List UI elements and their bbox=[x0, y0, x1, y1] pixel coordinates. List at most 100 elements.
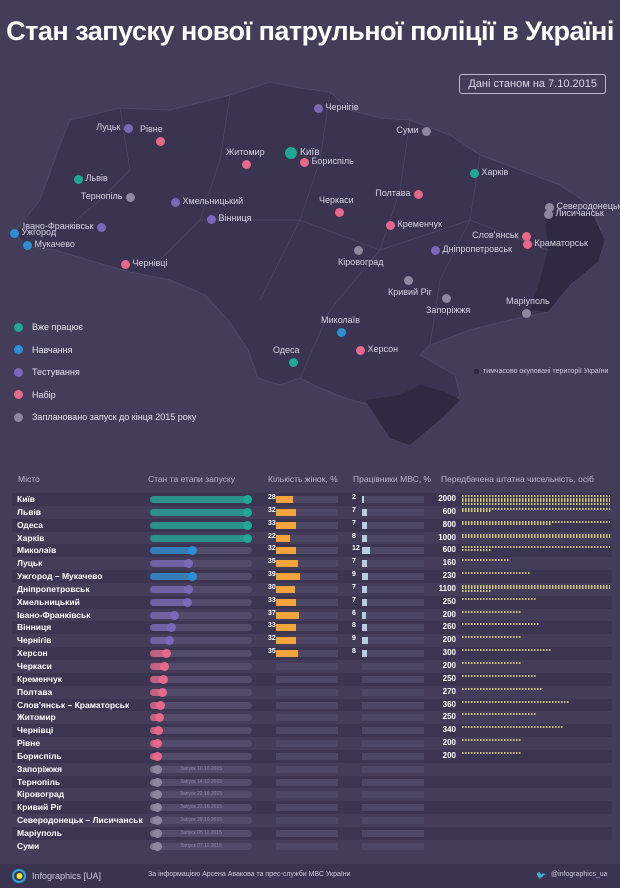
table-row[interactable]: Бориспіль 200 bbox=[12, 749, 612, 763]
women-track bbox=[276, 534, 338, 542]
progress-track bbox=[150, 751, 252, 761]
city-marker[interactable] bbox=[430, 245, 440, 255]
city-marker[interactable] bbox=[336, 327, 346, 337]
women-value: 35 bbox=[268, 558, 276, 566]
table-row[interactable]: Вінниця 33 8 260 bbox=[12, 621, 612, 635]
city-marker[interactable] bbox=[206, 214, 216, 224]
city-marker[interactable] bbox=[441, 293, 451, 303]
table-row[interactable]: Полтава 270 bbox=[12, 686, 612, 699]
progress-fill bbox=[150, 675, 165, 683]
table-row[interactable]: Ужгород – Мукачево 39 9 230 bbox=[12, 570, 612, 583]
city-marker[interactable] bbox=[241, 159, 251, 169]
table-row[interactable]: Львів 32 7 600 bbox=[12, 506, 612, 519]
women-track bbox=[276, 740, 338, 748]
table-row[interactable]: Дніпропетровськ 30 7 1100 bbox=[12, 583, 612, 596]
city-marker[interactable] bbox=[125, 192, 135, 202]
women-track bbox=[276, 624, 338, 632]
progress-fill bbox=[150, 662, 166, 670]
mvs-track bbox=[362, 637, 424, 645]
table-row[interactable]: Слов'янськ – Краматорськ 360 bbox=[12, 698, 612, 712]
brand[interactable]: Infographics [UA] bbox=[32, 871, 102, 881]
table-row[interactable]: Северодонецьк – Лисичанськ Запуск 29.10.… bbox=[12, 814, 612, 827]
city-label: Хмельницький bbox=[182, 196, 244, 206]
progress-knob bbox=[156, 700, 165, 710]
city-label: Тернопіль bbox=[80, 191, 123, 201]
city-marker[interactable] bbox=[96, 222, 106, 232]
progress-knob bbox=[170, 610, 179, 620]
city-label: Краматорськ bbox=[534, 238, 588, 248]
women-bar bbox=[276, 547, 296, 555]
table-row[interactable]: Черкаси 200 bbox=[12, 660, 612, 673]
city-marker[interactable] bbox=[9, 228, 19, 238]
table-row[interactable]: Кіровоград Запуск 22.10.2015 bbox=[12, 788, 612, 801]
table-row[interactable]: Івано-Франківськ 37 6 200 bbox=[12, 609, 612, 622]
city-marker[interactable] bbox=[123, 123, 133, 133]
table-row[interactable]: Чернівці 340 bbox=[12, 724, 612, 738]
city-marker[interactable] bbox=[353, 245, 363, 255]
staff-value: 300 bbox=[442, 648, 456, 658]
staff-dots bbox=[462, 726, 563, 729]
city-marker[interactable] bbox=[288, 357, 298, 367]
twitter-handle[interactable]: @infographics_ua bbox=[551, 871, 608, 878]
table-row[interactable]: Кременчук 250 bbox=[12, 672, 612, 686]
city-marker[interactable] bbox=[155, 136, 165, 146]
mvs-value: 9 bbox=[352, 571, 356, 579]
city-marker[interactable] bbox=[73, 174, 83, 184]
progress-track bbox=[150, 713, 252, 723]
women-track bbox=[276, 829, 338, 837]
legend-item: Вже працює bbox=[14, 316, 196, 339]
city-marker[interactable] bbox=[469, 168, 479, 178]
mvs-bar bbox=[362, 496, 364, 503]
city-marker[interactable] bbox=[521, 308, 531, 318]
table-row[interactable]: Суми Запуск 07.11.2015 bbox=[12, 840, 612, 853]
progress-track: Запуск 22.10.2015 bbox=[150, 803, 252, 813]
mvs-bar bbox=[362, 547, 370, 555]
table-row[interactable]: Тернопіль Запуск 14.10.2015 bbox=[12, 775, 612, 789]
women-value: 39 bbox=[268, 571, 276, 579]
table-row[interactable]: Херсон 35 8 300 bbox=[12, 647, 612, 660]
table-row[interactable]: Хмельницький 33 7 250 bbox=[12, 595, 612, 609]
city-marker[interactable] bbox=[543, 209, 553, 219]
city-marker[interactable] bbox=[285, 147, 297, 159]
city-marker[interactable] bbox=[413, 189, 423, 199]
city-marker[interactable] bbox=[522, 239, 532, 249]
mvs-track bbox=[362, 714, 424, 722]
city-marker[interactable] bbox=[299, 157, 309, 167]
city-marker[interactable] bbox=[355, 345, 365, 355]
table-row[interactable]: Київ 28 2 2000 bbox=[12, 493, 612, 506]
women-bar bbox=[276, 534, 290, 542]
city-marker[interactable] bbox=[170, 197, 180, 207]
city-marker[interactable] bbox=[120, 259, 130, 269]
city-marker[interactable] bbox=[334, 207, 344, 217]
table-row[interactable]: Харків 22 8 1000 bbox=[12, 532, 612, 545]
table-row[interactable]: Рівне 200 bbox=[12, 737, 612, 750]
table-row[interactable]: Чернігів 32 9 200 bbox=[12, 634, 612, 647]
city-marker[interactable] bbox=[544, 202, 554, 212]
table-row[interactable]: Запоріжжя Запуск 10.10.2015 bbox=[12, 763, 612, 776]
city-marker[interactable] bbox=[22, 240, 32, 250]
mvs-value: 6 bbox=[352, 609, 356, 617]
table-row[interactable]: Кривий Ріг Запуск 22.10.2015 bbox=[12, 801, 612, 815]
progress-track: Запуск 29.10.2015 bbox=[150, 816, 252, 826]
city-marker[interactable] bbox=[421, 126, 431, 136]
progress-track bbox=[150, 623, 252, 633]
table-row[interactable]: Миколаїв 32 12 600 bbox=[12, 544, 612, 558]
city-marker[interactable] bbox=[521, 231, 531, 241]
occupied-legend: тимчасово окуповані території України bbox=[474, 368, 608, 375]
table-row[interactable]: Маріуполь Запуск 05.11.2015 bbox=[12, 826, 612, 840]
table-row[interactable]: Одеса 33 7 800 bbox=[12, 518, 612, 532]
table-row[interactable]: Луцьк 35 7 160 bbox=[12, 557, 612, 570]
staff-value: 1000 bbox=[438, 532, 456, 542]
table-row[interactable]: Житомир 250 bbox=[12, 711, 612, 724]
women-value: 33 bbox=[268, 622, 276, 630]
mvs-track bbox=[362, 650, 424, 658]
women-track bbox=[276, 714, 338, 722]
progress-knob bbox=[153, 816, 162, 826]
city-name: Київ bbox=[17, 494, 36, 504]
city-marker[interactable] bbox=[313, 103, 323, 113]
city-marker[interactable] bbox=[385, 220, 395, 230]
progress-track bbox=[150, 700, 252, 710]
staff-value: 200 bbox=[442, 750, 456, 760]
city-marker[interactable] bbox=[403, 275, 413, 285]
progress-fill bbox=[150, 521, 249, 529]
